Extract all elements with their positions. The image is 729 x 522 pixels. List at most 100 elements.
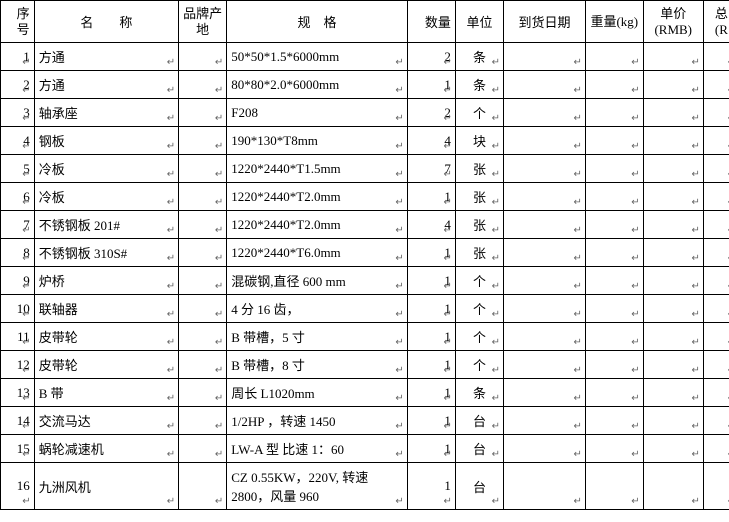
paragraph-marker-icon: ↵ bbox=[167, 449, 175, 460]
cell-seq: 9↵ bbox=[1, 267, 35, 295]
table-row: 3↵轴承座↵↵F208↵2↵个↵↵↵↵↵ bbox=[1, 99, 729, 127]
cell-price: ↵ bbox=[643, 295, 703, 323]
paragraph-marker-icon: ↵ bbox=[631, 225, 639, 236]
cell-unit: 张↵ bbox=[455, 155, 503, 183]
paragraph-marker-icon: ↵ bbox=[444, 57, 452, 68]
paragraph-marker-icon: ↵ bbox=[22, 169, 30, 180]
cell-total: ↵ bbox=[703, 43, 729, 71]
cell-weight: ↵ bbox=[585, 463, 643, 510]
cell-value: 轴承座 bbox=[39, 106, 78, 121]
cell-weight: ↵ bbox=[585, 267, 643, 295]
header-qty: 数量 bbox=[407, 1, 455, 43]
cell-brand: ↵ bbox=[179, 71, 227, 99]
table-row: 10↵联轴器↵↵4 分 16 齿，↵1↵个↵↵↵↵↵ bbox=[1, 295, 729, 323]
cell-weight: ↵ bbox=[585, 211, 643, 239]
cell-total: ↵ bbox=[703, 239, 729, 267]
cell-name: 炉桥↵ bbox=[34, 267, 178, 295]
paragraph-marker-icon: ↵ bbox=[215, 337, 223, 348]
paragraph-marker-icon: ↵ bbox=[22, 253, 30, 264]
paragraph-marker-icon: ↵ bbox=[22, 85, 30, 96]
cell-unit: 张↵ bbox=[455, 211, 503, 239]
paragraph-marker-icon: ↵ bbox=[444, 309, 452, 320]
paragraph-marker-icon: ↵ bbox=[444, 365, 452, 376]
cell-weight: ↵ bbox=[585, 127, 643, 155]
cell-value: 条 bbox=[473, 50, 486, 65]
cell-value: 块 bbox=[473, 134, 486, 149]
paragraph-marker-icon: ↵ bbox=[492, 309, 500, 320]
paragraph-marker-icon: ↵ bbox=[691, 365, 699, 376]
table-row: 2↵方通↵↵80*80*2.0*6000mm↵1↵条↵↵↵↵↵ bbox=[1, 71, 729, 99]
paragraph-marker-icon: ↵ bbox=[631, 85, 639, 96]
cell-spec: 混碳钢,直径 600 mm↵ bbox=[227, 267, 408, 295]
paragraph-marker-icon: ↵ bbox=[167, 393, 175, 404]
paragraph-marker-icon: ↵ bbox=[167, 421, 175, 432]
cell-brand: ↵ bbox=[179, 239, 227, 267]
cell-price: ↵ bbox=[643, 127, 703, 155]
cell-price: ↵ bbox=[643, 267, 703, 295]
paragraph-marker-icon: ↵ bbox=[631, 141, 639, 152]
table-row: 14↵交流马达↵↵1/2HP ，转速 1450↵1↵台↵↵↵↵↵ bbox=[1, 407, 729, 435]
cell-value: 皮带轮 bbox=[39, 358, 78, 373]
header-brand: 品牌产地 bbox=[179, 1, 227, 43]
paragraph-marker-icon: ↵ bbox=[215, 253, 223, 264]
paragraph-marker-icon: ↵ bbox=[492, 393, 500, 404]
cell-total: ↵ bbox=[703, 127, 729, 155]
cell-weight: ↵ bbox=[585, 323, 643, 351]
cell-spec: 1/2HP ，转速 1450↵ bbox=[227, 407, 408, 435]
cell-qty: 4↵ bbox=[407, 211, 455, 239]
cell-unit: 张↵ bbox=[455, 183, 503, 211]
paragraph-marker-icon: ↵ bbox=[492, 496, 500, 507]
cell-name: 蜗轮减速机 ↵ bbox=[34, 435, 178, 463]
cell-unit: 台↵ bbox=[455, 463, 503, 510]
cell-seq: 6↵ bbox=[1, 183, 35, 211]
cell-weight: ↵ bbox=[585, 407, 643, 435]
paragraph-marker-icon: ↵ bbox=[631, 393, 639, 404]
paragraph-marker-icon: ↵ bbox=[22, 57, 30, 68]
cell-qty: 1↵ bbox=[407, 379, 455, 407]
table-row: 7↵不锈钢板 201#↵↵1220*2440*T2.0mm↵4↵张↵↵↵↵↵ bbox=[1, 211, 729, 239]
paragraph-marker-icon: ↵ bbox=[631, 449, 639, 460]
cell-value: LW-A 型 比速 1：60 bbox=[231, 442, 344, 457]
cell-name: 皮带轮↵ bbox=[34, 323, 178, 351]
cell-name: B 带↵ bbox=[34, 379, 178, 407]
cell-unit: 个↵ bbox=[455, 323, 503, 351]
cell-date: ↵ bbox=[504, 351, 586, 379]
header-weight: 重量(kg) bbox=[585, 1, 643, 43]
cell-date: ↵ bbox=[504, 71, 586, 99]
paragraph-marker-icon: ↵ bbox=[22, 449, 30, 460]
cell-qty: 2↵ bbox=[407, 99, 455, 127]
cell-total: ↵ bbox=[703, 211, 729, 239]
paragraph-marker-icon: ↵ bbox=[444, 141, 452, 152]
cell-value: 1220*2440*T2.0mm bbox=[231, 189, 340, 204]
paragraph-marker-icon: ↵ bbox=[492, 421, 500, 432]
cell-value: 1 bbox=[444, 478, 451, 493]
paragraph-marker-icon: ↵ bbox=[215, 309, 223, 320]
cell-total: ↵ bbox=[703, 99, 729, 127]
cell-value: 台 bbox=[473, 442, 486, 457]
cell-value: 条 bbox=[473, 386, 486, 401]
cell-total: ↵ bbox=[703, 267, 729, 295]
cell-total: ↵ bbox=[703, 183, 729, 211]
paragraph-marker-icon: ↵ bbox=[631, 57, 639, 68]
header-spec: 规 格 bbox=[227, 1, 408, 43]
cell-value: 蜗轮减速机 bbox=[39, 442, 104, 457]
cell-spec: 1220*2440*T2.0mm↵ bbox=[227, 183, 408, 211]
paragraph-marker-icon: ↵ bbox=[395, 141, 403, 152]
cell-price: ↵ bbox=[643, 463, 703, 510]
paragraph-marker-icon: ↵ bbox=[691, 496, 699, 507]
cell-price: ↵ bbox=[643, 183, 703, 211]
cell-value: 联轴器 bbox=[39, 302, 78, 317]
paragraph-marker-icon: ↵ bbox=[215, 197, 223, 208]
paragraph-marker-icon: ↵ bbox=[167, 365, 175, 376]
paragraph-marker-icon: ↵ bbox=[631, 281, 639, 292]
cell-brand: ↵ bbox=[179, 379, 227, 407]
cell-name: 交流马达↵ bbox=[34, 407, 178, 435]
paragraph-marker-icon: ↵ bbox=[574, 496, 582, 507]
cell-date: ↵ bbox=[504, 295, 586, 323]
paragraph-marker-icon: ↵ bbox=[215, 85, 223, 96]
header-name: 名 称 bbox=[34, 1, 178, 43]
cell-seq: 12↵ bbox=[1, 351, 35, 379]
cell-total: ↵ bbox=[703, 379, 729, 407]
cell-qty: 1↵ bbox=[407, 239, 455, 267]
cell-weight: ↵ bbox=[585, 379, 643, 407]
